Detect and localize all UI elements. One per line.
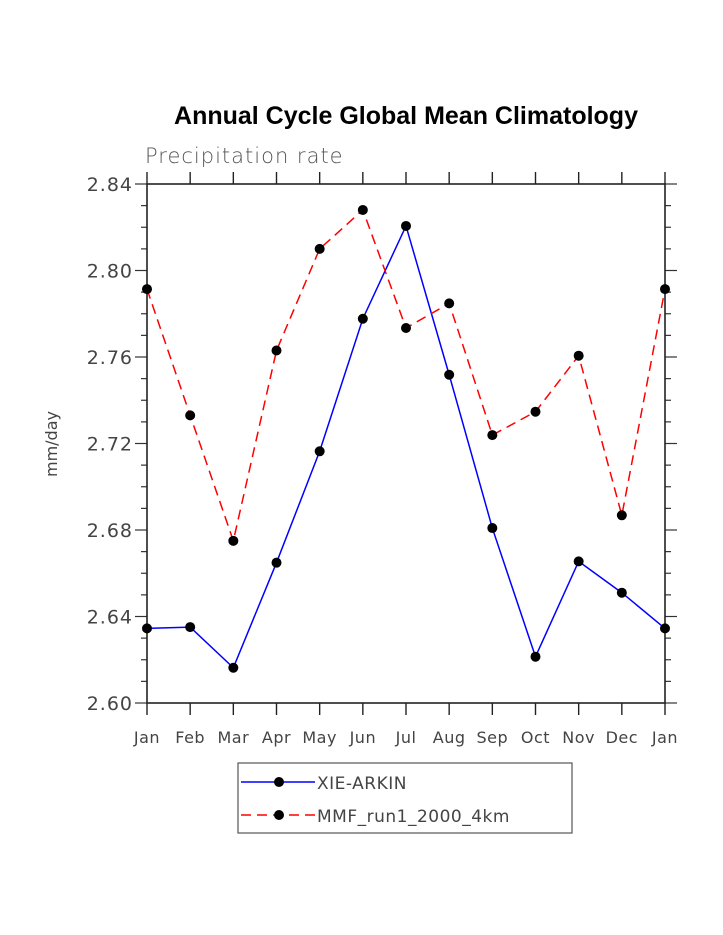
data-point-xie-arkin: [401, 220, 411, 231]
y-tick-label: 2.64: [87, 607, 133, 629]
x-tick-label: Dec: [606, 728, 638, 747]
chart-title: Annual Cycle Global Mean Climatology: [174, 102, 638, 130]
y-tick-label: 2.72: [87, 434, 133, 456]
data-point-mmf: [314, 243, 325, 254]
data-point-xie-arkin: [616, 587, 627, 598]
y-axis-label: mm/day: [42, 411, 61, 477]
data-point-mmf: [444, 298, 455, 309]
x-tick-label: Mar: [217, 728, 249, 747]
legend-label-mmf: MMF_run1_2000_4km: [317, 807, 510, 827]
data-point-mmf: [660, 284, 670, 295]
series-line-xie-arkin: [146, 223, 666, 670]
series-line-mmf: [146, 208, 666, 544]
data-point-mmf: [142, 284, 152, 295]
legend-marker-mmf: [274, 810, 284, 820]
data-point-mmf: [530, 406, 541, 417]
data-point-xie-arkin: [228, 662, 239, 673]
y-tick-label: 2.68: [87, 520, 133, 542]
data-point-xie-arkin: [573, 556, 584, 567]
x-tick-label: Sep: [477, 728, 509, 747]
data-point-xie-arkin: [314, 446, 325, 457]
data-point-xie-arkin: [530, 651, 541, 662]
data-point-mmf: [616, 510, 627, 521]
chart-subtitle: Precipitation rate: [145, 144, 344, 168]
x-tick-label: Jun: [349, 728, 377, 747]
data-point-mmf: [271, 345, 282, 356]
legend-marker-xie-arkin: [274, 777, 284, 787]
x-tick-label: Nov: [562, 728, 595, 747]
legend-label-xie-arkin: XIE-ARKIN: [317, 774, 407, 794]
x-tick-label: May: [302, 728, 337, 747]
x-tick-label: Apr: [262, 728, 291, 747]
data-point-xie-arkin: [357, 313, 368, 324]
data-point-mmf: [357, 204, 368, 215]
x-tick-label: Feb: [175, 728, 205, 747]
legend: XIE-ARKIN MMF_run1_2000_4km: [237, 762, 573, 834]
series-layer: [142, 204, 670, 673]
plot-frame: [146, 183, 666, 704]
data-point-mmf: [228, 535, 239, 546]
data-point-xie-arkin: [271, 557, 282, 568]
y-tick-labels: 2.60 2.64 2.68 2.72 2.76 2.80 2.84: [87, 174, 133, 715]
data-point-mmf: [573, 350, 584, 361]
y-tick-label: 2.60: [87, 693, 133, 715]
x-tick-label: Jan: [651, 728, 678, 747]
x-tick-label: Oct: [521, 728, 550, 747]
y-tick-label: 2.76: [87, 347, 133, 369]
x-tick-label: Jul: [395, 728, 417, 747]
data-point-mmf: [487, 430, 498, 441]
x-tick-labels: Jan Feb Mar Apr May Jun Jul Aug Sep Oct Nov Dec Jan: [133, 728, 678, 747]
axis-ticks: [135, 172, 677, 715]
data-point-xie-arkin: [444, 369, 455, 380]
x-tick-label: Aug: [433, 728, 466, 747]
data-point-mmf: [401, 323, 411, 334]
legend-box: [237, 762, 573, 834]
y-tick-label: 2.80: [87, 261, 133, 283]
data-point-xie-arkin: [185, 622, 196, 633]
x-tick-label: Jan: [133, 728, 160, 747]
data-point-xie-arkin: [660, 623, 670, 634]
data-point-xie-arkin: [487, 523, 498, 534]
data-point-mmf: [185, 410, 196, 421]
y-tick-label: 2.84: [87, 174, 133, 196]
data-point-xie-arkin: [142, 623, 152, 634]
